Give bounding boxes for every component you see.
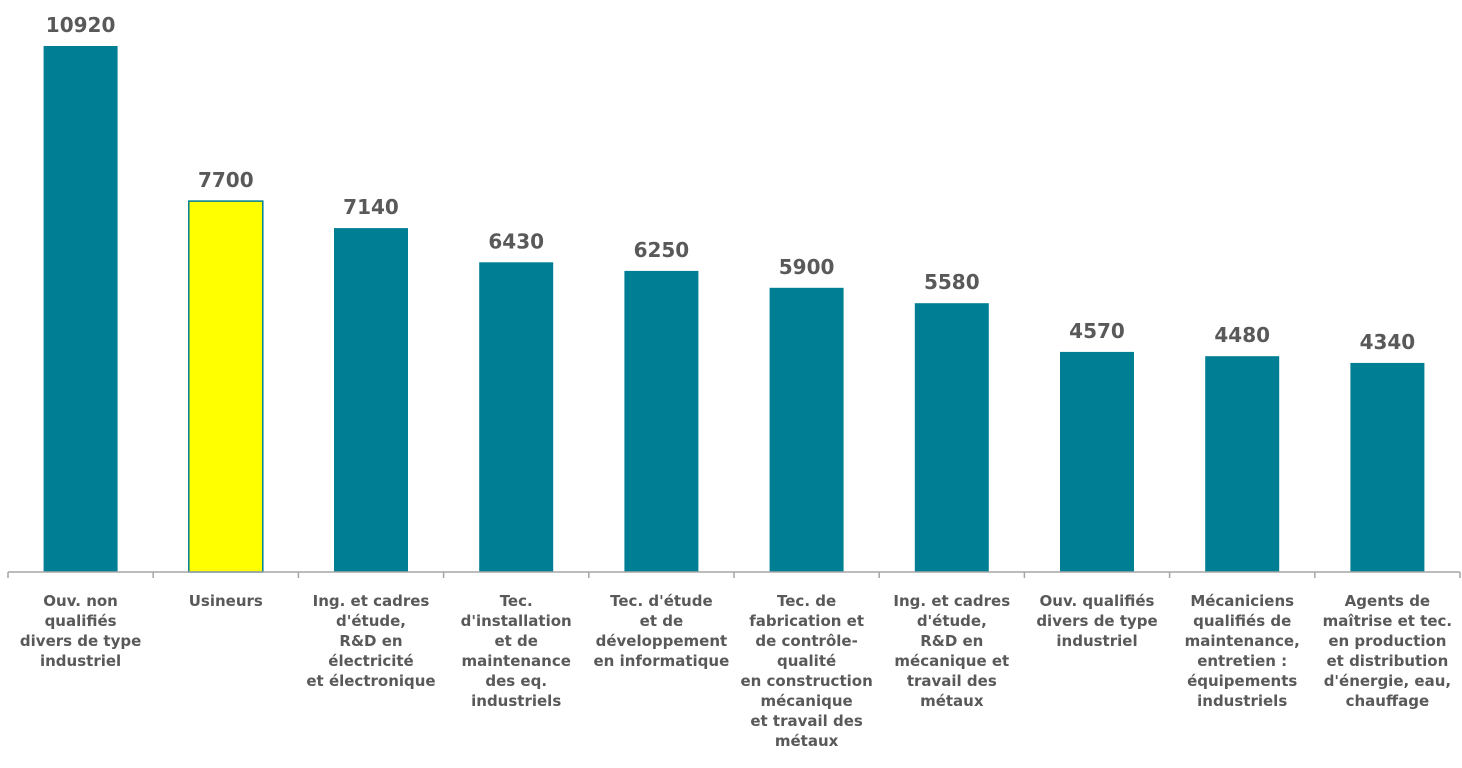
category-label: Ouv. non qualifiés divers de type industrie…: [20, 592, 141, 670]
bar: [334, 228, 408, 572]
category-label: Usineurs: [189, 592, 263, 610]
bars-group: [43, 46, 1425, 573]
value-label: 4340: [1360, 330, 1416, 354]
category-label: Ing. et cadres d'étude, R&D en mécanique et…: [893, 592, 1010, 710]
value-label: 4480: [1214, 323, 1270, 347]
bar: [188, 200, 264, 573]
category-label: Mécaniciens qualifiés de maintenance, entre…: [1185, 592, 1300, 710]
value-label: 7700: [198, 168, 254, 192]
bar: [1350, 362, 1425, 572]
value-label: 6250: [634, 238, 690, 262]
category-label: Agents de maîtrise et tec. en production et…: [1323, 592, 1452, 710]
category-labels-group: Ouv. non qualifiés divers de type industrie…: [20, 592, 1452, 750]
category-label: Tec. de fabrication et de contrôle-qualité…: [740, 592, 872, 750]
value-label: 5900: [779, 255, 835, 279]
bar: [1205, 356, 1280, 572]
bar: [1060, 351, 1134, 572]
bar: [769, 287, 844, 572]
category-label: Ing. et cadres d'étude, R&D en électricité e…: [306, 592, 435, 690]
category-label: Ouv. qualifiés divers de type industriel: [1036, 592, 1157, 650]
x-axis: [7, 571, 1461, 578]
category-label: Tec. d'installation et de maintenance des eq…: [461, 592, 572, 710]
value-label: 5580: [924, 270, 980, 294]
bar: [914, 303, 989, 572]
value-label: 7140: [343, 195, 399, 219]
category-label: Tec. d'étude et de développement en informa…: [594, 592, 730, 670]
bar: [43, 46, 118, 572]
value-label: 6430: [488, 229, 544, 253]
bar: [479, 262, 554, 572]
value-label: 4570: [1069, 319, 1125, 343]
value-label: 10920: [46, 13, 116, 37]
value-labels-group: 10920 7700 7140 6430 6250 5900 5580 4570 4480 434…: [46, 13, 1415, 354]
bar: [624, 270, 699, 572]
